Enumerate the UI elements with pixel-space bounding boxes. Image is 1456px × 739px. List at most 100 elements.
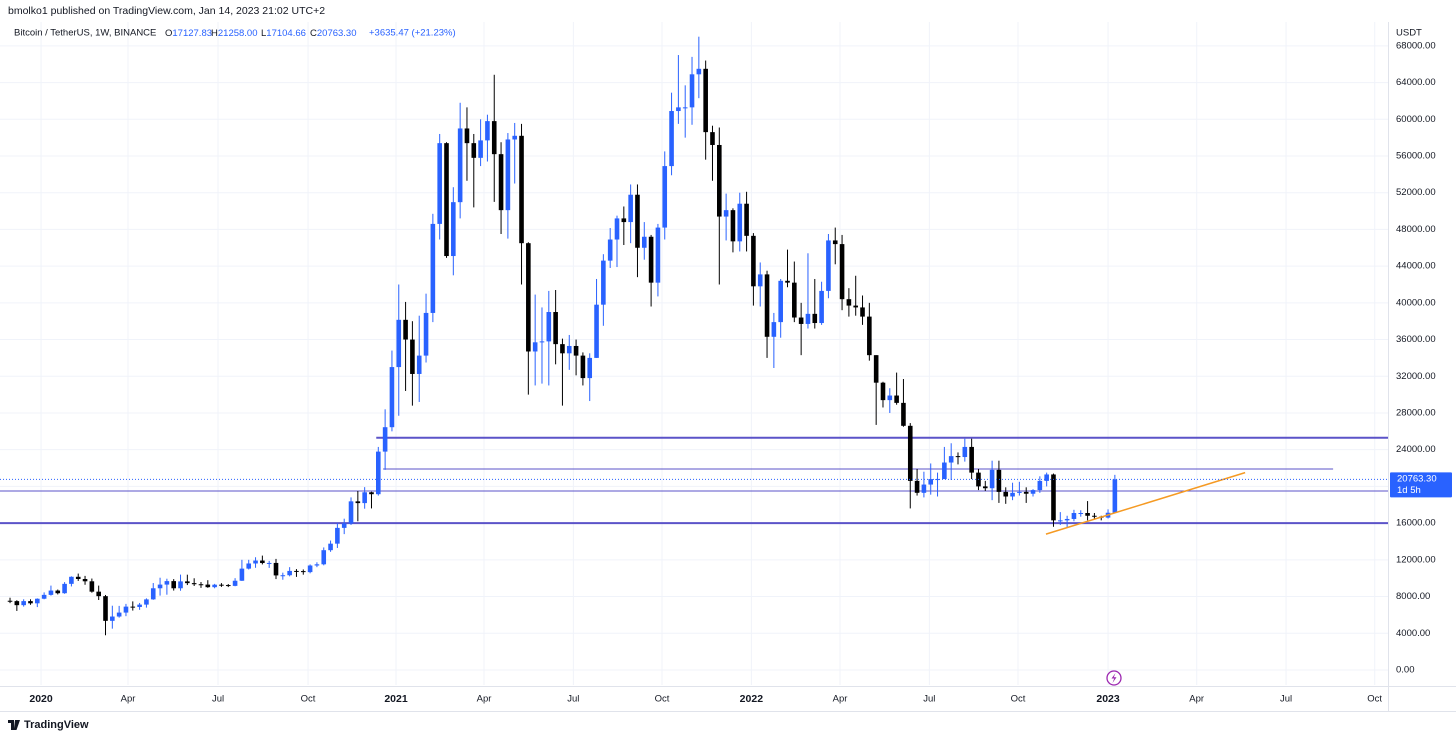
candle-body — [546, 312, 552, 342]
candle-body — [635, 194, 640, 248]
candle-body — [621, 218, 627, 223]
candle-body — [498, 154, 504, 211]
x-tick-label: Apr — [833, 694, 848, 705]
candle-body — [792, 282, 797, 318]
candle-body — [41, 594, 47, 599]
publisher-line: bmolko1 published on TradingView.com, Ja… — [8, 5, 325, 17]
y-tick-label: 16000.00 — [1396, 518, 1436, 529]
candle-body — [873, 355, 879, 383]
candle-body — [246, 563, 252, 569]
candle-body — [519, 135, 524, 244]
candle-body — [430, 223, 436, 313]
x-tick-label: Oct — [1367, 694, 1382, 705]
candle-body — [532, 342, 538, 352]
candle-body — [232, 580, 238, 586]
x-tick-label: Apr — [121, 694, 136, 705]
candle-body — [955, 456, 961, 458]
candle-body — [1003, 491, 1009, 497]
candle-body — [948, 456, 954, 463]
y-tick-label: 68000.00 — [1396, 40, 1436, 51]
candle-body — [1064, 518, 1070, 521]
candle-body — [962, 446, 968, 458]
candle-body — [7, 600, 13, 602]
y-tick-label: 44000.00 — [1396, 261, 1436, 272]
candle-body — [130, 606, 136, 608]
candle-body — [587, 357, 593, 379]
candle-body — [362, 492, 367, 504]
candle-body — [696, 68, 702, 75]
candle-body — [573, 345, 579, 356]
candle-body — [144, 599, 149, 605]
candle-body — [82, 578, 88, 582]
y-tick-label: 60000.00 — [1396, 114, 1436, 125]
candle-body — [396, 319, 402, 368]
candle-body — [676, 107, 681, 112]
candle-body — [982, 486, 988, 489]
candle-body — [205, 584, 211, 588]
candle-body — [751, 235, 756, 287]
candle-body — [512, 135, 518, 140]
candle-body — [717, 144, 722, 217]
candle-body — [410, 339, 415, 374]
candle-body — [225, 585, 231, 587]
x-tick-label: 2022 — [740, 693, 764, 705]
candle-body — [69, 576, 74, 584]
candle-body — [846, 299, 852, 306]
candle-body — [164, 581, 170, 585]
candle-body — [1051, 474, 1056, 521]
candle-body — [778, 280, 783, 323]
candle-body — [819, 290, 824, 324]
candle-body — [171, 581, 177, 589]
candle-body — [355, 501, 361, 504]
x-tick-label: Oct — [301, 694, 316, 705]
change-label: +3635.47 (+21.23%) — [369, 28, 456, 39]
candle-body — [478, 140, 483, 158]
ohlc-value: O17127.83 — [165, 28, 212, 39]
ohlc-value: L17104.66 — [261, 28, 306, 39]
candle-body — [1023, 491, 1029, 494]
candle-body — [771, 322, 777, 337]
candle-body — [655, 227, 661, 283]
candle-body — [601, 260, 606, 305]
brand-logo — [8, 720, 20, 730]
y-tick-label: 32000.00 — [1396, 371, 1436, 382]
candle-body — [867, 316, 872, 356]
candle-body — [437, 143, 442, 224]
candle-body — [566, 345, 572, 354]
candle-body — [21, 601, 26, 606]
candle-body — [62, 583, 67, 594]
x-tick-label: 2020 — [29, 693, 53, 705]
y-tick-label: 56000.00 — [1396, 151, 1436, 162]
y-tick-label: 24000.00 — [1396, 444, 1436, 455]
x-tick-label: Jul — [567, 694, 579, 705]
candle-body — [1071, 513, 1077, 519]
candle-body — [1017, 491, 1022, 493]
candle-body — [826, 240, 831, 291]
candle-body — [730, 210, 736, 242]
candle-body — [689, 74, 695, 108]
candle-body — [178, 581, 183, 589]
candle-body — [89, 581, 95, 592]
candle-body — [880, 382, 886, 401]
y-tick-label: 52000.00 — [1396, 187, 1436, 198]
candle-body — [757, 274, 763, 287]
candle-body — [328, 543, 333, 551]
candle-body — [376, 451, 381, 495]
candle-body — [1112, 479, 1118, 513]
x-tick-label: Oct — [655, 694, 670, 705]
candle-body — [103, 596, 108, 621]
candle-body — [116, 612, 122, 617]
candle-body — [628, 194, 633, 223]
candle-body — [641, 236, 647, 248]
candles — [7, 36, 1118, 636]
candle-body — [1085, 513, 1090, 516]
candle-body — [48, 590, 54, 595]
candle-body — [682, 107, 688, 109]
candle-body — [1030, 490, 1036, 494]
candle-body — [491, 121, 497, 155]
x-tick-label: Jul — [1280, 694, 1292, 705]
candle-body — [253, 560, 258, 564]
candle-body — [28, 601, 33, 604]
candle-body — [150, 588, 156, 600]
